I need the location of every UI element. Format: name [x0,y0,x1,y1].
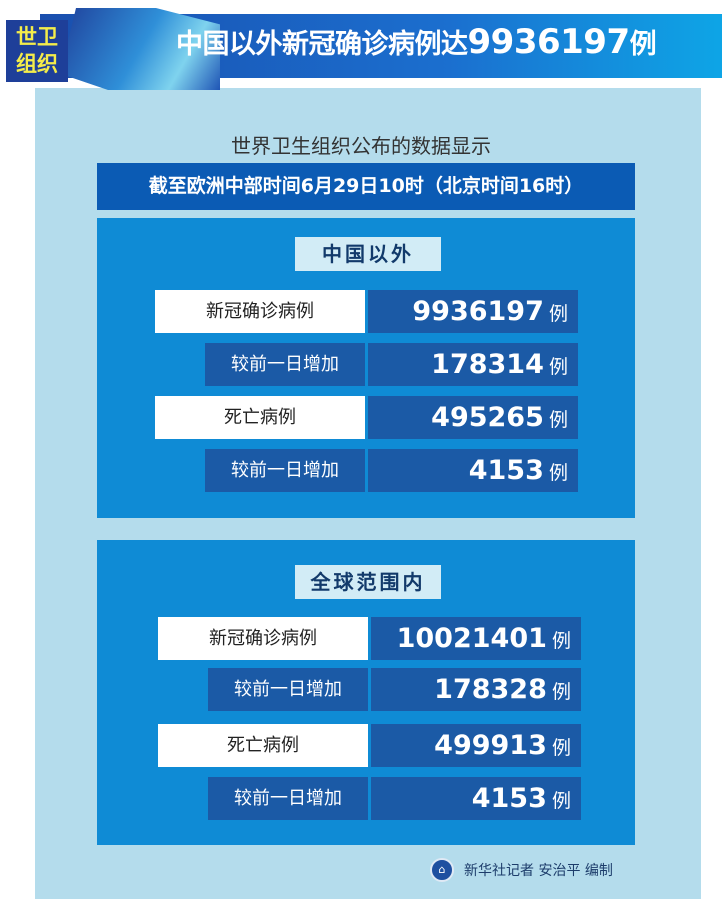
stat-label: 死亡病例 [158,724,368,767]
stat-label: 新冠确诊病例 [155,290,365,333]
section-outside-china: 中国以外 新冠确诊病例 9936197 例较前一日增加 178314 例死亡病例 … [97,218,635,518]
stat-value: 178328 例 [371,668,581,711]
stat-number: 9936197 [412,296,544,327]
stat-value: 9936197 例 [368,290,578,333]
stat-value: 4153 例 [368,449,578,492]
credit-text: 新华社记者 安治平 编制 [464,863,613,879]
who-badge: 世卫 组织 [6,20,68,82]
stat-number: 499913 [434,730,547,761]
stat-label: 较前一日增加 [208,668,368,711]
page-title: 中国以外新冠确诊病例达9936197例 [176,22,657,62]
stat-value: 495265 例 [368,396,578,439]
stat-value: 178314 例 [368,343,578,386]
stat-number: 4153 [471,783,547,814]
stat-label: 较前一日增加 [208,777,368,820]
stat-label: 较前一日增加 [205,343,365,386]
stat-number: 10021401 [396,623,547,654]
stat-value: 4153 例 [371,777,581,820]
stat-unit: 例 [551,630,571,652]
stat-unit: 例 [548,462,568,484]
stat-label: 死亡病例 [155,396,365,439]
footer-credit: ⌂ 新华社记者 安治平 编制 [430,858,613,882]
stat-unit: 例 [551,737,571,759]
ribbon-decoration [60,8,220,90]
stat-unit: 例 [551,681,571,703]
stat-number: 495265 [431,402,544,433]
badge-line-1: 世卫 [16,25,58,49]
stat-label: 新冠确诊病例 [158,617,368,660]
title-text: 中国以外新冠确诊病例达 [176,29,468,60]
stat-value: 499913 例 [371,724,581,767]
stat-number: 4153 [468,455,544,486]
date-bar: 截至欧洲中部时间6月29日10时（北京时间16时） [97,163,635,210]
title-unit: 例 [629,29,657,60]
stat-label: 较前一日增加 [205,449,365,492]
subtitle: 世界卫生组织公布的数据显示 [231,134,491,158]
section-heading: 中国以外 [295,237,441,271]
stat-unit: 例 [548,409,568,431]
xinhua-logo-icon: ⌂ [430,858,454,882]
stat-unit: 例 [548,356,568,378]
section-heading: 全球范围内 [295,565,441,599]
title-number: 9936197 [467,22,631,62]
section-global: 全球范围内 新冠确诊病例 10021401 例较前一日增加 178328 例死亡病… [97,540,635,845]
stat-unit: 例 [551,790,571,812]
badge-line-2: 组织 [16,52,58,76]
stat-number: 178314 [431,349,544,380]
stat-number: 178328 [434,674,547,705]
stat-unit: 例 [548,303,568,325]
stat-value: 10021401 例 [371,617,581,660]
